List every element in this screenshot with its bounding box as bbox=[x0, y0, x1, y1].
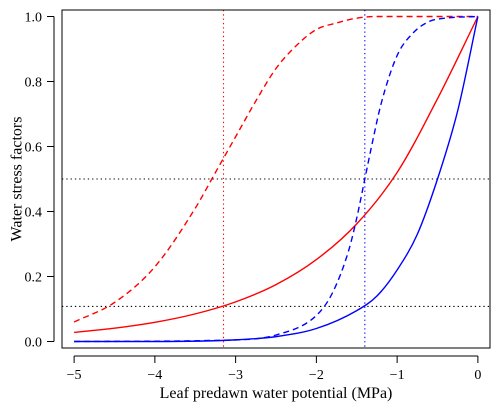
y-tick-label: 0.4 bbox=[25, 206, 43, 221]
x-tick-label: −1 bbox=[390, 368, 405, 383]
y-tick-label: 0.2 bbox=[25, 271, 43, 286]
y-axis-title: Water stress factors bbox=[9, 117, 26, 242]
series-line-0 bbox=[74, 16, 479, 334]
plot-frame bbox=[61, 9, 491, 349]
y-tick-label: 1.0 bbox=[25, 11, 43, 26]
x-tick-label: −4 bbox=[147, 368, 162, 383]
series-line-3 bbox=[74, 15, 478, 343]
y-tick-label: 0.6 bbox=[25, 141, 43, 156]
series-line-2 bbox=[74, 16, 479, 343]
reference-lines bbox=[62, 10, 490, 348]
series-line-1 bbox=[73, 15, 478, 323]
x-axis-title: Leaf predawn water potential (MPa) bbox=[160, 385, 393, 402]
x-tick-label: −3 bbox=[228, 368, 243, 383]
x-axis: −5 −4 −3 −2 −1 0 bbox=[67, 355, 481, 383]
x-tick-label: −5 bbox=[67, 368, 82, 383]
y-axis: 0.0 0.2 0.4 0.6 0.8 1.0 bbox=[25, 11, 55, 351]
series-layer bbox=[73, 15, 479, 343]
y-tick-label: 0.8 bbox=[25, 76, 43, 91]
y-tick-label: 0.0 bbox=[25, 336, 43, 351]
x-tick-label: 0 bbox=[474, 368, 481, 383]
x-tick-label: −2 bbox=[309, 368, 324, 383]
